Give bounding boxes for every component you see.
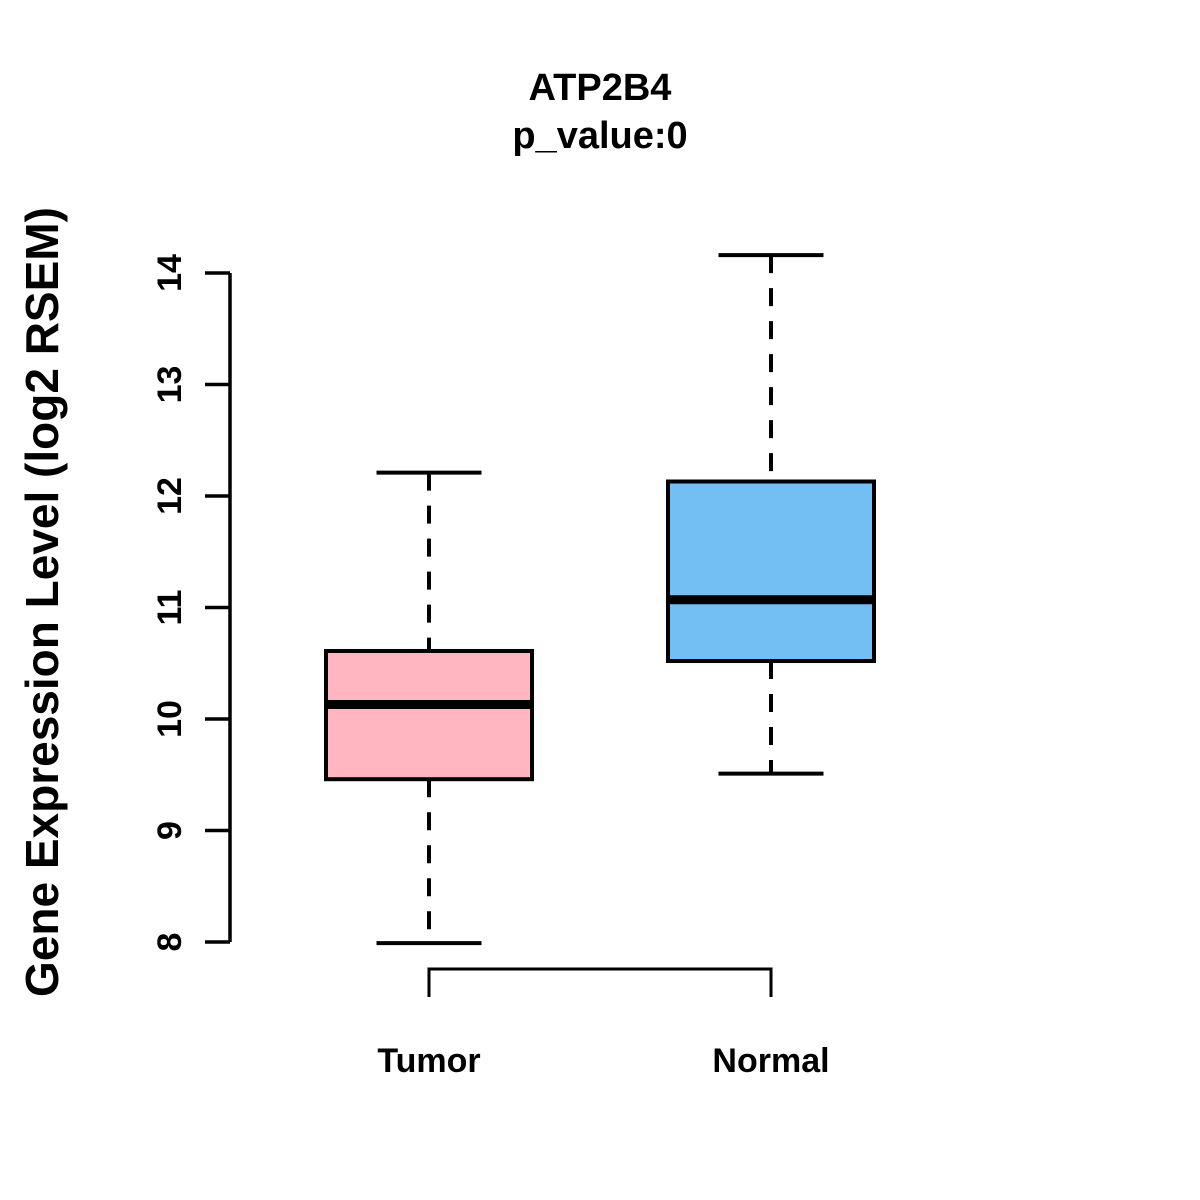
y-tick-label: 9 — [151, 821, 189, 840]
y-tick-label: 14 — [151, 254, 189, 292]
y-tick-label: 11 — [151, 590, 189, 626]
x-category-label-tumor: Tumor — [377, 1042, 481, 1080]
x-axis-bracket — [427, 967, 773, 997]
y-tick-label: 10 — [151, 700, 189, 738]
chart-subtitle-pvalue: p_value:0 — [512, 115, 688, 157]
y-tick-label: 13 — [151, 366, 189, 404]
x-category-label-normal: Normal — [712, 1042, 830, 1080]
iqr-box-normal — [666, 479, 876, 664]
chart-title: ATP2B4 — [528, 67, 672, 109]
iqr-box-tumor — [324, 648, 534, 782]
y-tick-label: 8 — [151, 933, 189, 952]
y-tick-label: 12 — [151, 477, 189, 515]
